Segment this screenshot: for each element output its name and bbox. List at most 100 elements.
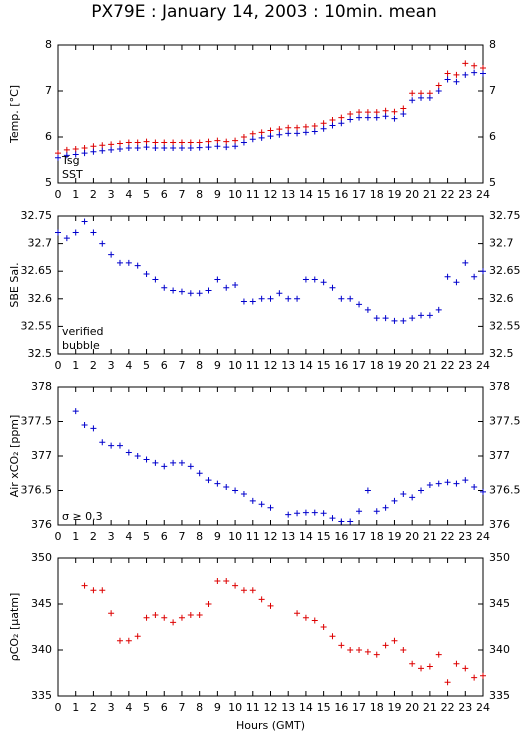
- data-point: [267, 133, 274, 140]
- x-tick-label: 18: [370, 359, 384, 372]
- data-point: [116, 442, 123, 449]
- data-point: [170, 139, 177, 146]
- x-tick-label: 16: [334, 359, 348, 372]
- data-point: [223, 484, 230, 491]
- y-tick-label: 335: [489, 689, 510, 702]
- x-tick-label: 9: [214, 359, 221, 372]
- data-point: [205, 601, 212, 607]
- data-point: [444, 76, 451, 83]
- data-point: [232, 282, 239, 288]
- x-tick-label: 21: [423, 359, 437, 372]
- x-tick-label: 11: [246, 188, 260, 201]
- data-point: [161, 614, 168, 621]
- data-point: [382, 107, 389, 114]
- data-point: [409, 97, 416, 104]
- data-point: [214, 137, 221, 144]
- data-point: [55, 154, 61, 161]
- data-point: [134, 262, 141, 269]
- data-point: [134, 139, 141, 146]
- x-tick-label: 19: [387, 701, 401, 714]
- data-point: [382, 315, 389, 322]
- x-tick-label: 19: [387, 530, 401, 543]
- x-tick-label: 20: [405, 188, 419, 201]
- data-point: [480, 672, 486, 679]
- x-tick-label: 9: [214, 188, 221, 201]
- annotation: bubble: [62, 339, 100, 352]
- y-tick-label: 377: [489, 449, 510, 462]
- x-tick-label: 20: [405, 701, 419, 714]
- data-point: [302, 614, 309, 621]
- x-tick-label: 15: [317, 701, 331, 714]
- data-point: [391, 115, 398, 122]
- x-tick-label: 6: [161, 188, 168, 201]
- y-tick-label: 32.55: [489, 319, 521, 332]
- data-point: [391, 637, 398, 644]
- data-point: [294, 130, 301, 137]
- data-point: [311, 509, 318, 516]
- x-tick-label: 4: [125, 359, 132, 372]
- data-point: [232, 143, 239, 150]
- data-point: [214, 578, 221, 584]
- x-tick-label: 7: [178, 701, 185, 714]
- data-point: [178, 145, 185, 152]
- data-point: [435, 88, 442, 94]
- plot-frame: [57, 557, 484, 697]
- data-point: [232, 137, 239, 144]
- data-point: [444, 273, 451, 280]
- x-tick-label: 5: [143, 188, 150, 201]
- x-tick-label: 8: [196, 530, 203, 543]
- y-tick-label: 378: [31, 380, 52, 393]
- y-tick-label: 32.5: [28, 347, 53, 360]
- x-tick-label: 3: [108, 359, 115, 372]
- x-tick-label: 10: [228, 530, 242, 543]
- x-tick-label: 9: [214, 701, 221, 714]
- data-point: [196, 290, 203, 297]
- y-tick-label: 7: [489, 84, 496, 97]
- data-point: [90, 143, 97, 150]
- data-point: [453, 279, 460, 286]
- x-tick-label: 2: [90, 701, 97, 714]
- x-tick-label: 18: [370, 701, 384, 714]
- data-point: [240, 139, 247, 146]
- data-point: [116, 637, 123, 644]
- data-point: [205, 287, 212, 294]
- data-point: [382, 504, 389, 511]
- data-point: [453, 660, 460, 667]
- data-point: [329, 633, 336, 640]
- x-tick-label: 19: [387, 359, 401, 372]
- data-point: [116, 259, 123, 266]
- data-point: [258, 501, 265, 508]
- data-point: [267, 504, 274, 511]
- data-point: [435, 651, 442, 658]
- data-point: [320, 510, 327, 517]
- data-point: [320, 125, 327, 132]
- x-tick-label: 1: [72, 188, 79, 201]
- data-point: [249, 298, 256, 305]
- x-tick-label: 0: [55, 359, 62, 372]
- x-tick-label: 12: [264, 701, 278, 714]
- data-point: [125, 139, 132, 146]
- x-axis-label: Hours (GMT): [236, 719, 305, 732]
- data-point: [409, 660, 416, 667]
- y-tick-label: 32.65: [489, 264, 521, 277]
- y-tick-label: 8: [489, 38, 496, 51]
- data-point: [223, 138, 230, 145]
- y-tick-label: 32.7: [28, 237, 53, 250]
- y-tick-label: 32.75: [489, 209, 521, 222]
- data-point: [409, 90, 416, 97]
- x-tick-label: 12: [264, 530, 278, 543]
- x-tick-label: 17: [352, 188, 366, 201]
- data-point: [63, 152, 70, 159]
- legend-label: SST: [62, 168, 83, 181]
- data-point: [258, 596, 265, 603]
- data-point: [125, 449, 132, 456]
- data-point: [285, 130, 292, 137]
- data-point: [356, 109, 363, 116]
- x-tick-label: 19: [387, 188, 401, 201]
- x-tick-label: 22: [441, 188, 455, 201]
- data-point: [471, 484, 478, 491]
- data-point: [338, 120, 345, 127]
- data-point: [170, 287, 177, 294]
- x-tick-label: 22: [441, 530, 455, 543]
- x-tick-label: 1: [72, 530, 79, 543]
